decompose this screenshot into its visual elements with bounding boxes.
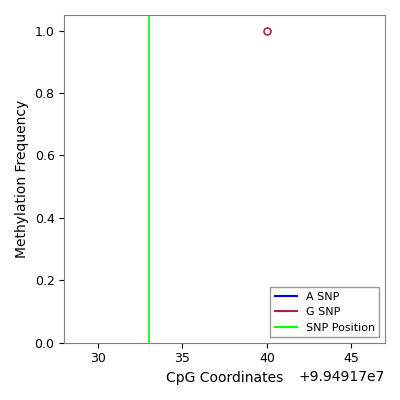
Y-axis label: Methylation Frequency: Methylation Frequency	[15, 100, 29, 258]
X-axis label: CpG Coordinates: CpG Coordinates	[166, 371, 283, 385]
Legend: A SNP, G SNP, SNP Position: A SNP, G SNP, SNP Position	[270, 287, 380, 337]
